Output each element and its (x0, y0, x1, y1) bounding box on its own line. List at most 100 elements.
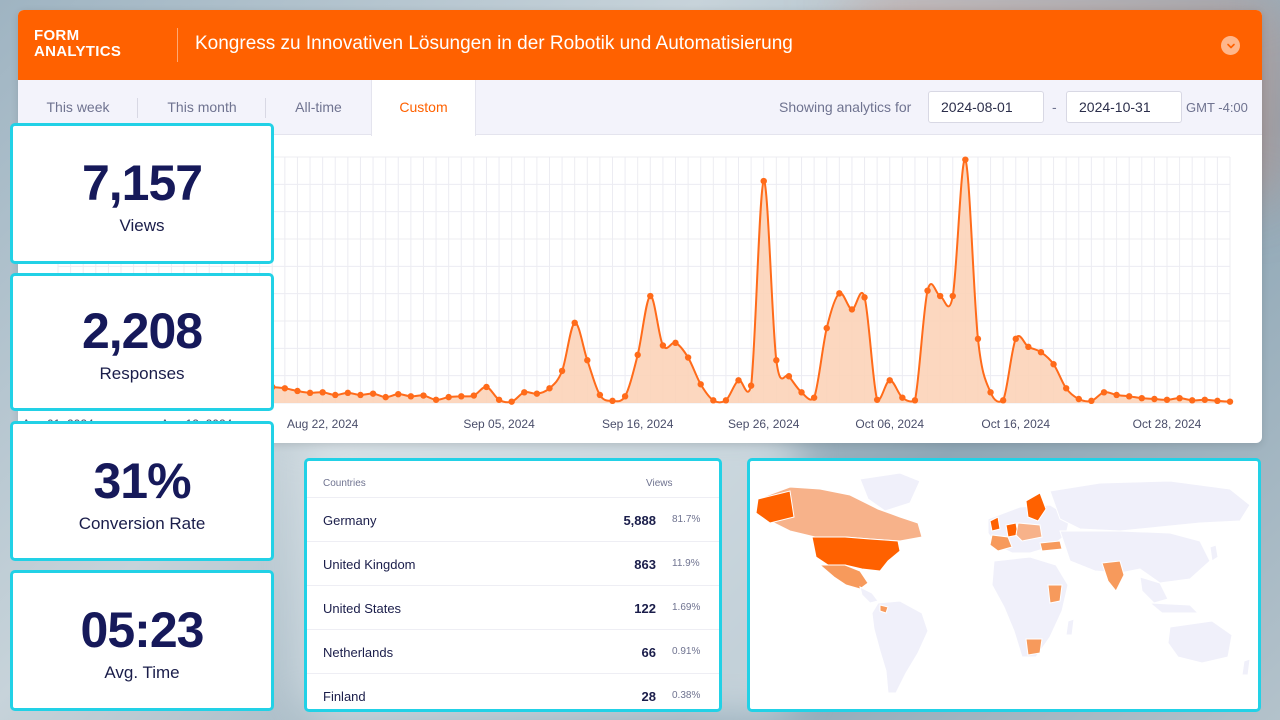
data-point (710, 397, 717, 404)
data-point (596, 391, 604, 399)
start-date-input[interactable]: 2024-08-01 (928, 91, 1044, 123)
data-point (432, 396, 440, 403)
data-point (1012, 335, 1019, 343)
stat-label: Avg. Time (104, 663, 180, 682)
map-usa[interactable] (811, 536, 901, 572)
data-point (357, 391, 364, 399)
country-name: Germany (323, 513, 377, 528)
data-point (521, 389, 528, 396)
stat-label: Responses (99, 364, 185, 383)
tab-this-week[interactable]: This week (18, 80, 138, 135)
brand-line-1: FORM (34, 27, 80, 44)
country-name: United Kingdom (323, 557, 416, 572)
map-asia (1059, 530, 1211, 584)
brand-line-2: ANALYTICS (34, 43, 122, 60)
stat-value: 2,208 (81, 303, 203, 359)
x-tick-label: Sep 16, 2024 (602, 417, 674, 431)
data-point (974, 335, 982, 343)
tab-this-month[interactable]: This month (138, 80, 266, 135)
map-western-europe[interactable] (989, 534, 1013, 552)
data-point (533, 390, 541, 397)
table-row[interactable]: United States 122 1.69% (307, 586, 719, 630)
data-point (684, 354, 692, 361)
country-name: Finland (323, 689, 366, 704)
data-point (1201, 396, 1208, 403)
data-point (1100, 389, 1108, 396)
country-views: 28 (641, 689, 656, 704)
range-label: Showing analytics for (779, 99, 912, 115)
map-south-africa[interactable] (1025, 638, 1043, 656)
data-point (1062, 385, 1070, 392)
country-percent: 1.69% (672, 602, 701, 613)
map-new-zealand (1241, 658, 1251, 676)
countries-table: Countries Views Germany 5,888 81.7% Unit… (304, 458, 722, 712)
data-point (584, 357, 591, 364)
data-point (609, 397, 616, 405)
table-row[interactable]: Netherlands 66 0.91% (307, 630, 719, 674)
x-tick-label: Oct 16, 2024 (981, 417, 1050, 431)
map-mexico[interactable] (818, 564, 869, 590)
data-point (1113, 391, 1120, 399)
x-tick-label: Sep 05, 2024 (463, 417, 535, 431)
analytics-panel: FORM ANALYTICS Kongress zu Innovativen L… (18, 10, 1262, 443)
data-point (999, 397, 1007, 404)
map-alaska[interactable] (755, 490, 795, 524)
data-point (773, 357, 780, 364)
map-uk[interactable] (989, 516, 1001, 532)
map-east-africa[interactable] (1047, 584, 1063, 604)
data-point (445, 393, 452, 401)
data-point (798, 389, 805, 396)
data-point (899, 394, 906, 401)
form-select-button[interactable] (1221, 36, 1240, 55)
country-percent: 11.9% (672, 558, 700, 569)
data-point (861, 294, 868, 301)
data-point (1214, 397, 1221, 405)
data-point (873, 396, 881, 403)
timezone-label: GMT -4:00 (1186, 100, 1248, 115)
data-point (508, 398, 515, 405)
tab-custom[interactable]: Custom (371, 80, 476, 136)
map-africa (991, 556, 1069, 658)
stat-value: 05:23 (80, 602, 205, 658)
end-date-input[interactable]: 2024-10-31 (1066, 91, 1182, 123)
data-point (672, 339, 679, 347)
data-point (760, 177, 767, 185)
data-point (546, 385, 553, 392)
map-turkey[interactable] (1039, 540, 1063, 552)
map-southeast-asia (1139, 576, 1169, 604)
tab-all-time[interactable]: All-time (295, 99, 342, 115)
country-name: Netherlands (323, 645, 394, 660)
map-eastern-europe[interactable] (1015, 522, 1043, 542)
map-greenland (859, 472, 921, 512)
table-row[interactable]: United Kingdom 863 11.9% (307, 542, 719, 586)
map-scandinavia[interactable] (1025, 492, 1047, 522)
data-point (344, 389, 352, 397)
data-point (621, 393, 629, 400)
data-point (458, 393, 465, 400)
country-percent: 81.7% (672, 514, 701, 525)
map-canada[interactable] (757, 486, 923, 542)
data-point (1025, 343, 1032, 351)
map-central-america (859, 586, 879, 604)
data-point (962, 156, 969, 163)
header-divider (177, 28, 178, 62)
data-point (306, 389, 314, 397)
data-point (495, 396, 503, 403)
country-name: United States (323, 601, 402, 616)
table-row[interactable]: Germany 5,888 81.7% (307, 498, 719, 542)
data-point (1188, 397, 1196, 404)
map-colombia[interactable] (879, 604, 889, 614)
data-point (1138, 394, 1145, 402)
stat-label: Views (119, 216, 165, 235)
data-point (395, 390, 402, 398)
world-map[interactable] (750, 461, 1258, 709)
map-india[interactable] (1101, 560, 1125, 592)
data-point (1050, 361, 1057, 368)
data-point (407, 393, 415, 400)
data-point (294, 387, 301, 395)
chevron-down-icon (1226, 43, 1235, 48)
data-point (369, 390, 377, 397)
country-views: 66 (641, 645, 656, 660)
country-views: 122 (634, 601, 656, 616)
table-row[interactable]: Finland 28 0.38% (307, 674, 719, 718)
